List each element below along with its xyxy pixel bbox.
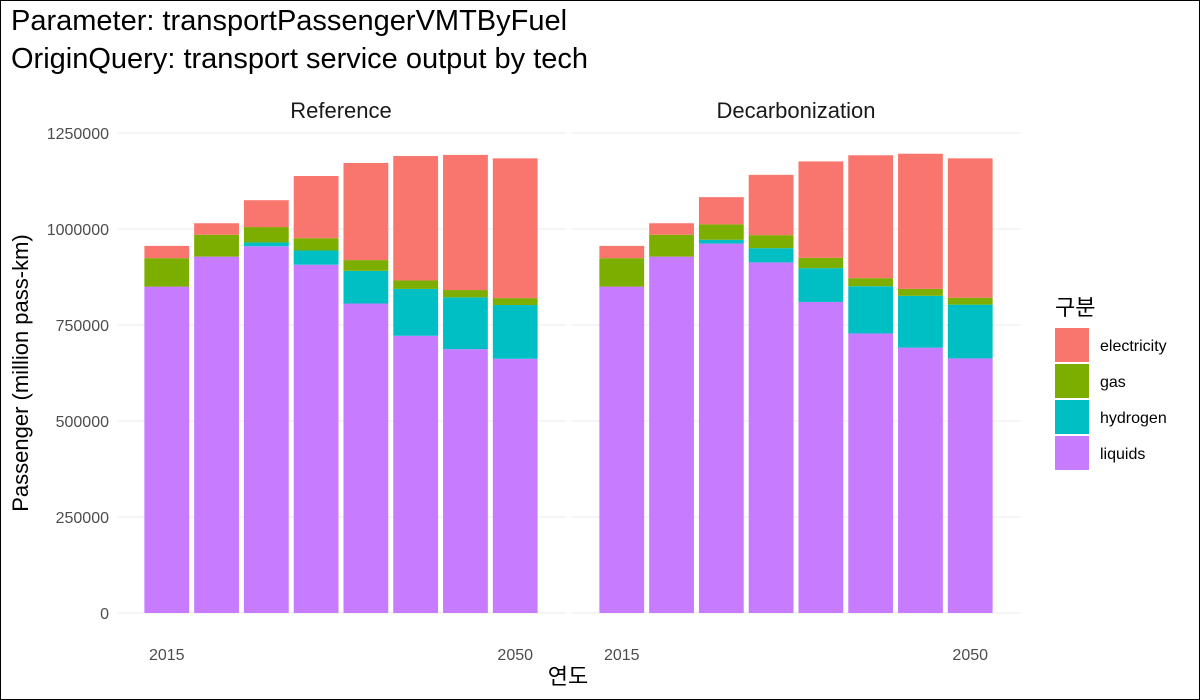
bar-electricity [443,154,488,291]
bar-electricity [393,156,439,281]
bar-liquids [194,256,239,613]
bar-hydrogen [798,268,844,302]
bar-electricity [649,223,694,235]
bar-hydrogen [343,270,389,304]
facet-strip-label: Reference [290,98,392,123]
facet-panel-decarbonization: Decarbonization 2015 2050 [572,98,1020,664]
legend-swatch-electricity [1055,328,1089,362]
facet-strip-label: Decarbonization [717,98,876,123]
bar-liquids [393,335,439,613]
bar-gas [194,234,239,257]
bar-hydrogen [848,286,894,334]
bar-hydrogen [898,295,943,348]
x-axis-title: 연도 [548,664,588,689]
bar-electricity [599,245,645,259]
legend-label-electricity: electricity [1100,338,1167,355]
bar-electricity [898,153,943,289]
bar-gas [293,238,339,251]
y-tick-label: 0 [100,606,109,623]
bar-hydrogen [393,288,439,336]
y-tick-label: 500000 [56,414,109,431]
bar-electricity [848,155,894,279]
legend-swatch-hydrogen [1055,400,1089,434]
bar-gas [798,257,844,269]
bar-gas [599,258,645,287]
bar-gas [443,290,488,298]
bar-liquids [748,262,794,613]
bar-electricity [748,174,794,236]
bar-electricity [343,162,389,261]
bar-gas [243,227,289,243]
bar-hydrogen [443,297,488,350]
bar-gas [492,298,538,306]
bar-liquids [947,358,993,613]
bar-electricity [947,158,993,298]
chart-title-line-1: Parameter: transportPassengerVMTByFuel [11,5,568,37]
legend-label-liquids: liquids [1100,446,1145,463]
bar-hydrogen [293,250,339,265]
x-tick-label: 2015 [149,647,185,664]
legend-swatch-gas [1055,364,1089,398]
bar-electricity [243,200,289,228]
legend-label-hydrogen: hydrogen [1100,410,1167,427]
bar-liquids [649,256,694,613]
legend-label-gas: gas [1100,374,1126,391]
bar-gas [649,234,694,257]
bar-gas [748,235,794,249]
bar-hydrogen [698,239,744,244]
x-tick-label: 2050 [497,647,533,664]
x-tick-label: 2050 [952,647,988,664]
bar-liquids [798,301,844,613]
bar-liquids [698,243,744,614]
bar-liquids [898,347,943,613]
legend-swatch-liquids [1055,436,1089,470]
bar-gas [393,280,439,289]
y-axis-title: Passenger (million pass-km) [8,234,33,512]
bar-gas [343,260,389,271]
x-tick-label: 2015 [604,647,640,664]
bar-liquids [492,358,538,613]
y-tick-label: 1000000 [47,222,109,239]
bar-liquids [848,333,894,613]
y-tick-label: 1250000 [47,126,109,143]
bar-hydrogen [748,248,794,263]
bar-liquids [144,286,190,613]
bar-liquids [599,286,645,613]
y-tick-label: 250000 [56,510,109,527]
y-tick-label: 750000 [56,318,109,335]
bar-gas [848,278,894,287]
bar-hydrogen [243,242,289,247]
bar-liquids [343,303,389,613]
bar-electricity [492,158,538,299]
bar-liquids [443,349,488,613]
bar-electricity [698,197,744,225]
chart-title-line-2: OriginQuery: transport service output by… [11,43,589,75]
bar-gas [698,224,744,240]
bar-gas [947,297,993,305]
bar-gas [898,288,943,296]
bar-electricity [293,176,339,239]
facet-panel-reference: Reference 2015 2050 [117,98,565,664]
bar-electricity [798,161,844,258]
bar-electricity [144,245,190,259]
bar-electricity [194,223,239,235]
bar-liquids [243,246,289,613]
legend-title: 구분 [1055,295,1095,320]
bar-liquids [293,264,339,613]
bar-gas [144,258,190,287]
bar-hydrogen [947,304,993,359]
bar-hydrogen [492,305,538,359]
